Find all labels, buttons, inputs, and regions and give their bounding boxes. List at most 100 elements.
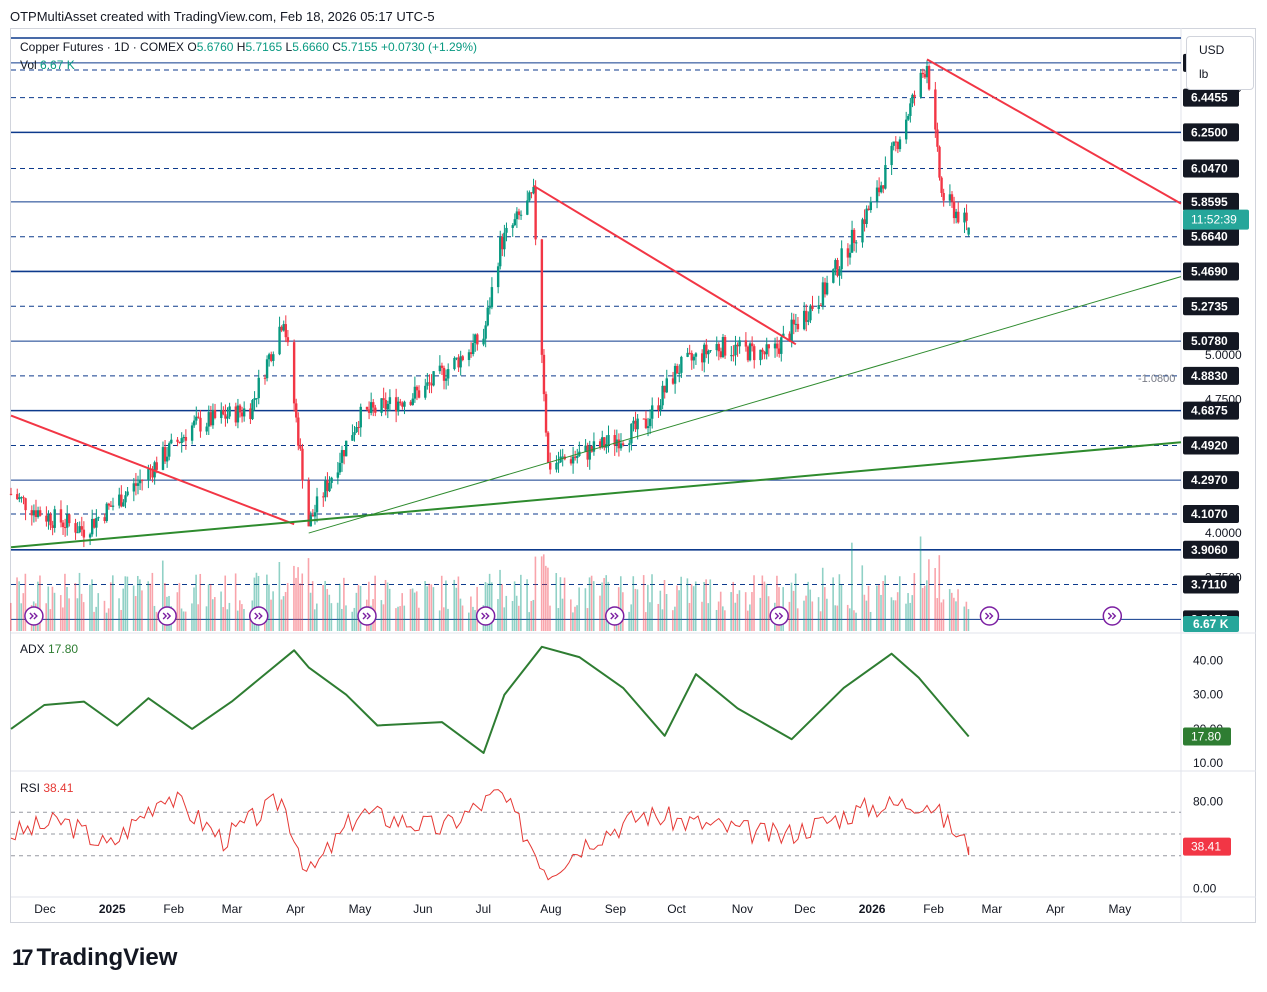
- volume-bar: [805, 595, 807, 631]
- candle-body: [700, 353, 704, 363]
- volume-bar: [155, 611, 158, 631]
- volume-bar: [45, 603, 47, 631]
- volume-bar: [855, 612, 857, 631]
- candle-body: [921, 72, 925, 75]
- price-label-box: [1183, 471, 1239, 490]
- volume-bar: [357, 584, 360, 631]
- rsi-label-box: [1183, 837, 1231, 856]
- candle-body: [825, 282, 829, 295]
- candle-body: [326, 480, 329, 492]
- volume-bar: [280, 599, 283, 631]
- volume-bar: [16, 577, 18, 631]
- candle-body: [388, 397, 392, 404]
- currency-label[interactable]: USD: [1199, 43, 1225, 57]
- symbol-legend[interactable]: Copper Futures · 1D · COMEX O5.6760 H5.7…: [20, 40, 477, 54]
- volume-bar: [517, 605, 520, 631]
- candle-body: [954, 211, 958, 219]
- candle-body: [178, 441, 181, 443]
- candle-body: [792, 319, 795, 325]
- candle-body: [403, 401, 406, 407]
- volume-bar: [807, 581, 809, 631]
- event-arrow-icon: [984, 612, 994, 620]
- price-label-text: 5.4690: [1191, 264, 1228, 278]
- candle-body: [511, 225, 514, 228]
- price-label-text: 4.1070: [1191, 507, 1228, 521]
- volume-bar: [474, 609, 476, 631]
- volume-bar: [311, 581, 314, 631]
- adx-legend[interactable]: ADX 17.80: [20, 642, 78, 656]
- volume-bar: [963, 606, 966, 631]
- volume-bar: [103, 600, 106, 631]
- volume-bar: [892, 600, 895, 631]
- volume-bar: [753, 575, 755, 631]
- candle-body: [555, 463, 558, 470]
- candle-body: [488, 307, 492, 309]
- price-label-text: 6.0470: [1191, 162, 1228, 176]
- rsi-legend[interactable]: RSI 38.41: [20, 781, 73, 795]
- price-label-text: 6.4455: [1191, 91, 1228, 105]
- volume-bar: [253, 577, 256, 631]
- candle-body: [513, 219, 517, 226]
- high-label: H: [236, 40, 246, 54]
- candle-body: [257, 377, 260, 399]
- volume-bar: [601, 582, 603, 631]
- candle-body: [544, 394, 548, 433]
- volume-bar: [136, 575, 139, 631]
- volume-bar: [24, 573, 27, 631]
- candle-body: [61, 522, 65, 528]
- volume-bar: [499, 569, 501, 631]
- candle-body: [284, 324, 288, 338]
- volume-bar: [297, 567, 299, 631]
- unit-selector[interactable]: USD lb: [1186, 36, 1254, 90]
- volume-bar: [62, 607, 64, 631]
- volume-bar: [792, 590, 795, 631]
- volume-legend[interactable]: Vol 6.67 K: [20, 58, 75, 72]
- volume-bar: [124, 576, 127, 631]
- candle-body: [9, 493, 13, 495]
- candle-body: [748, 343, 752, 361]
- candle-body: [619, 443, 623, 449]
- volume-bar: [228, 602, 231, 631]
- time-axis-label: Feb: [923, 902, 944, 916]
- candle-body: [180, 438, 183, 443]
- candle-body: [613, 435, 616, 446]
- volume-bar: [497, 599, 499, 631]
- volume-bar: [632, 576, 635, 631]
- candle-body: [898, 139, 902, 150]
- candle-body: [380, 398, 383, 413]
- candle-body: [534, 186, 537, 240]
- unit-label[interactable]: lb: [1199, 67, 1209, 81]
- candle-body: [438, 365, 442, 372]
- candle-body: [948, 194, 952, 201]
- candle-body: [632, 420, 635, 424]
- candle-body: [469, 352, 473, 355]
- candle-body: [852, 229, 856, 243]
- volume-bar: [234, 573, 237, 631]
- candle-body: [165, 456, 169, 462]
- candle-body: [721, 337, 725, 358]
- volume-bar: [636, 589, 639, 631]
- tradingview-brand[interactable]: 17 TradingView: [12, 944, 177, 972]
- candle-body: [519, 214, 523, 216]
- candle-body: [875, 187, 879, 202]
- candle-body: [353, 432, 356, 436]
- volume-bar: [68, 598, 70, 631]
- candle-body: [515, 211, 519, 220]
- candle-body: [38, 510, 42, 516]
- candle-body: [823, 282, 827, 295]
- candle-body: [176, 439, 179, 442]
- candle-body: [295, 403, 298, 418]
- volume-bar: [82, 602, 85, 631]
- volume-bar: [928, 559, 930, 631]
- volume-bar: [940, 602, 943, 631]
- volume-bar: [715, 609, 718, 631]
- volume-bar: [426, 586, 428, 631]
- countdown-text: 11:52:39: [1191, 213, 1237, 227]
- volume-bar: [848, 608, 851, 631]
- candle-body: [193, 420, 196, 426]
- volume-bar: [468, 612, 470, 631]
- volume-bar: [867, 585, 870, 631]
- candle-body: [474, 334, 477, 344]
- time-axis-label: May: [1109, 902, 1132, 916]
